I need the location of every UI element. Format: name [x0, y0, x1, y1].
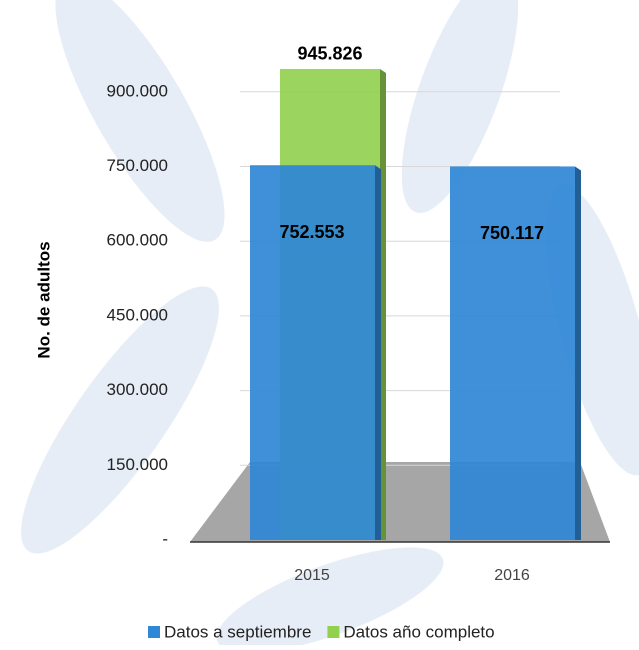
legend-label: Datos a septiembre [164, 622, 311, 641]
y-tick-label: 900.000 [107, 81, 168, 100]
y-tick-label: - [162, 529, 168, 548]
y-tick-label: 750.000 [107, 156, 168, 175]
bar [250, 165, 375, 540]
y-tick-label: 450.000 [107, 305, 168, 324]
value-label: 752.553 [279, 222, 344, 242]
bar-side [380, 68, 386, 541]
legend-label: Datos año completo [343, 622, 494, 641]
y-tick-label: 150.000 [107, 455, 168, 474]
bar [450, 166, 575, 541]
legend-swatch [148, 626, 160, 638]
legend-swatch [327, 626, 340, 638]
value-label: 945.826 [297, 44, 362, 64]
bar-side [575, 166, 581, 541]
bar-side [375, 165, 381, 540]
y-axis-label: No. de adultos [34, 241, 53, 358]
value-label: 750.117 [480, 223, 544, 243]
x-tick-label: 2015 [294, 567, 330, 584]
y-tick-label: 600.000 [107, 231, 168, 250]
x-tick-label: 2016 [494, 567, 530, 584]
y-tick-label: 300.000 [107, 380, 168, 399]
